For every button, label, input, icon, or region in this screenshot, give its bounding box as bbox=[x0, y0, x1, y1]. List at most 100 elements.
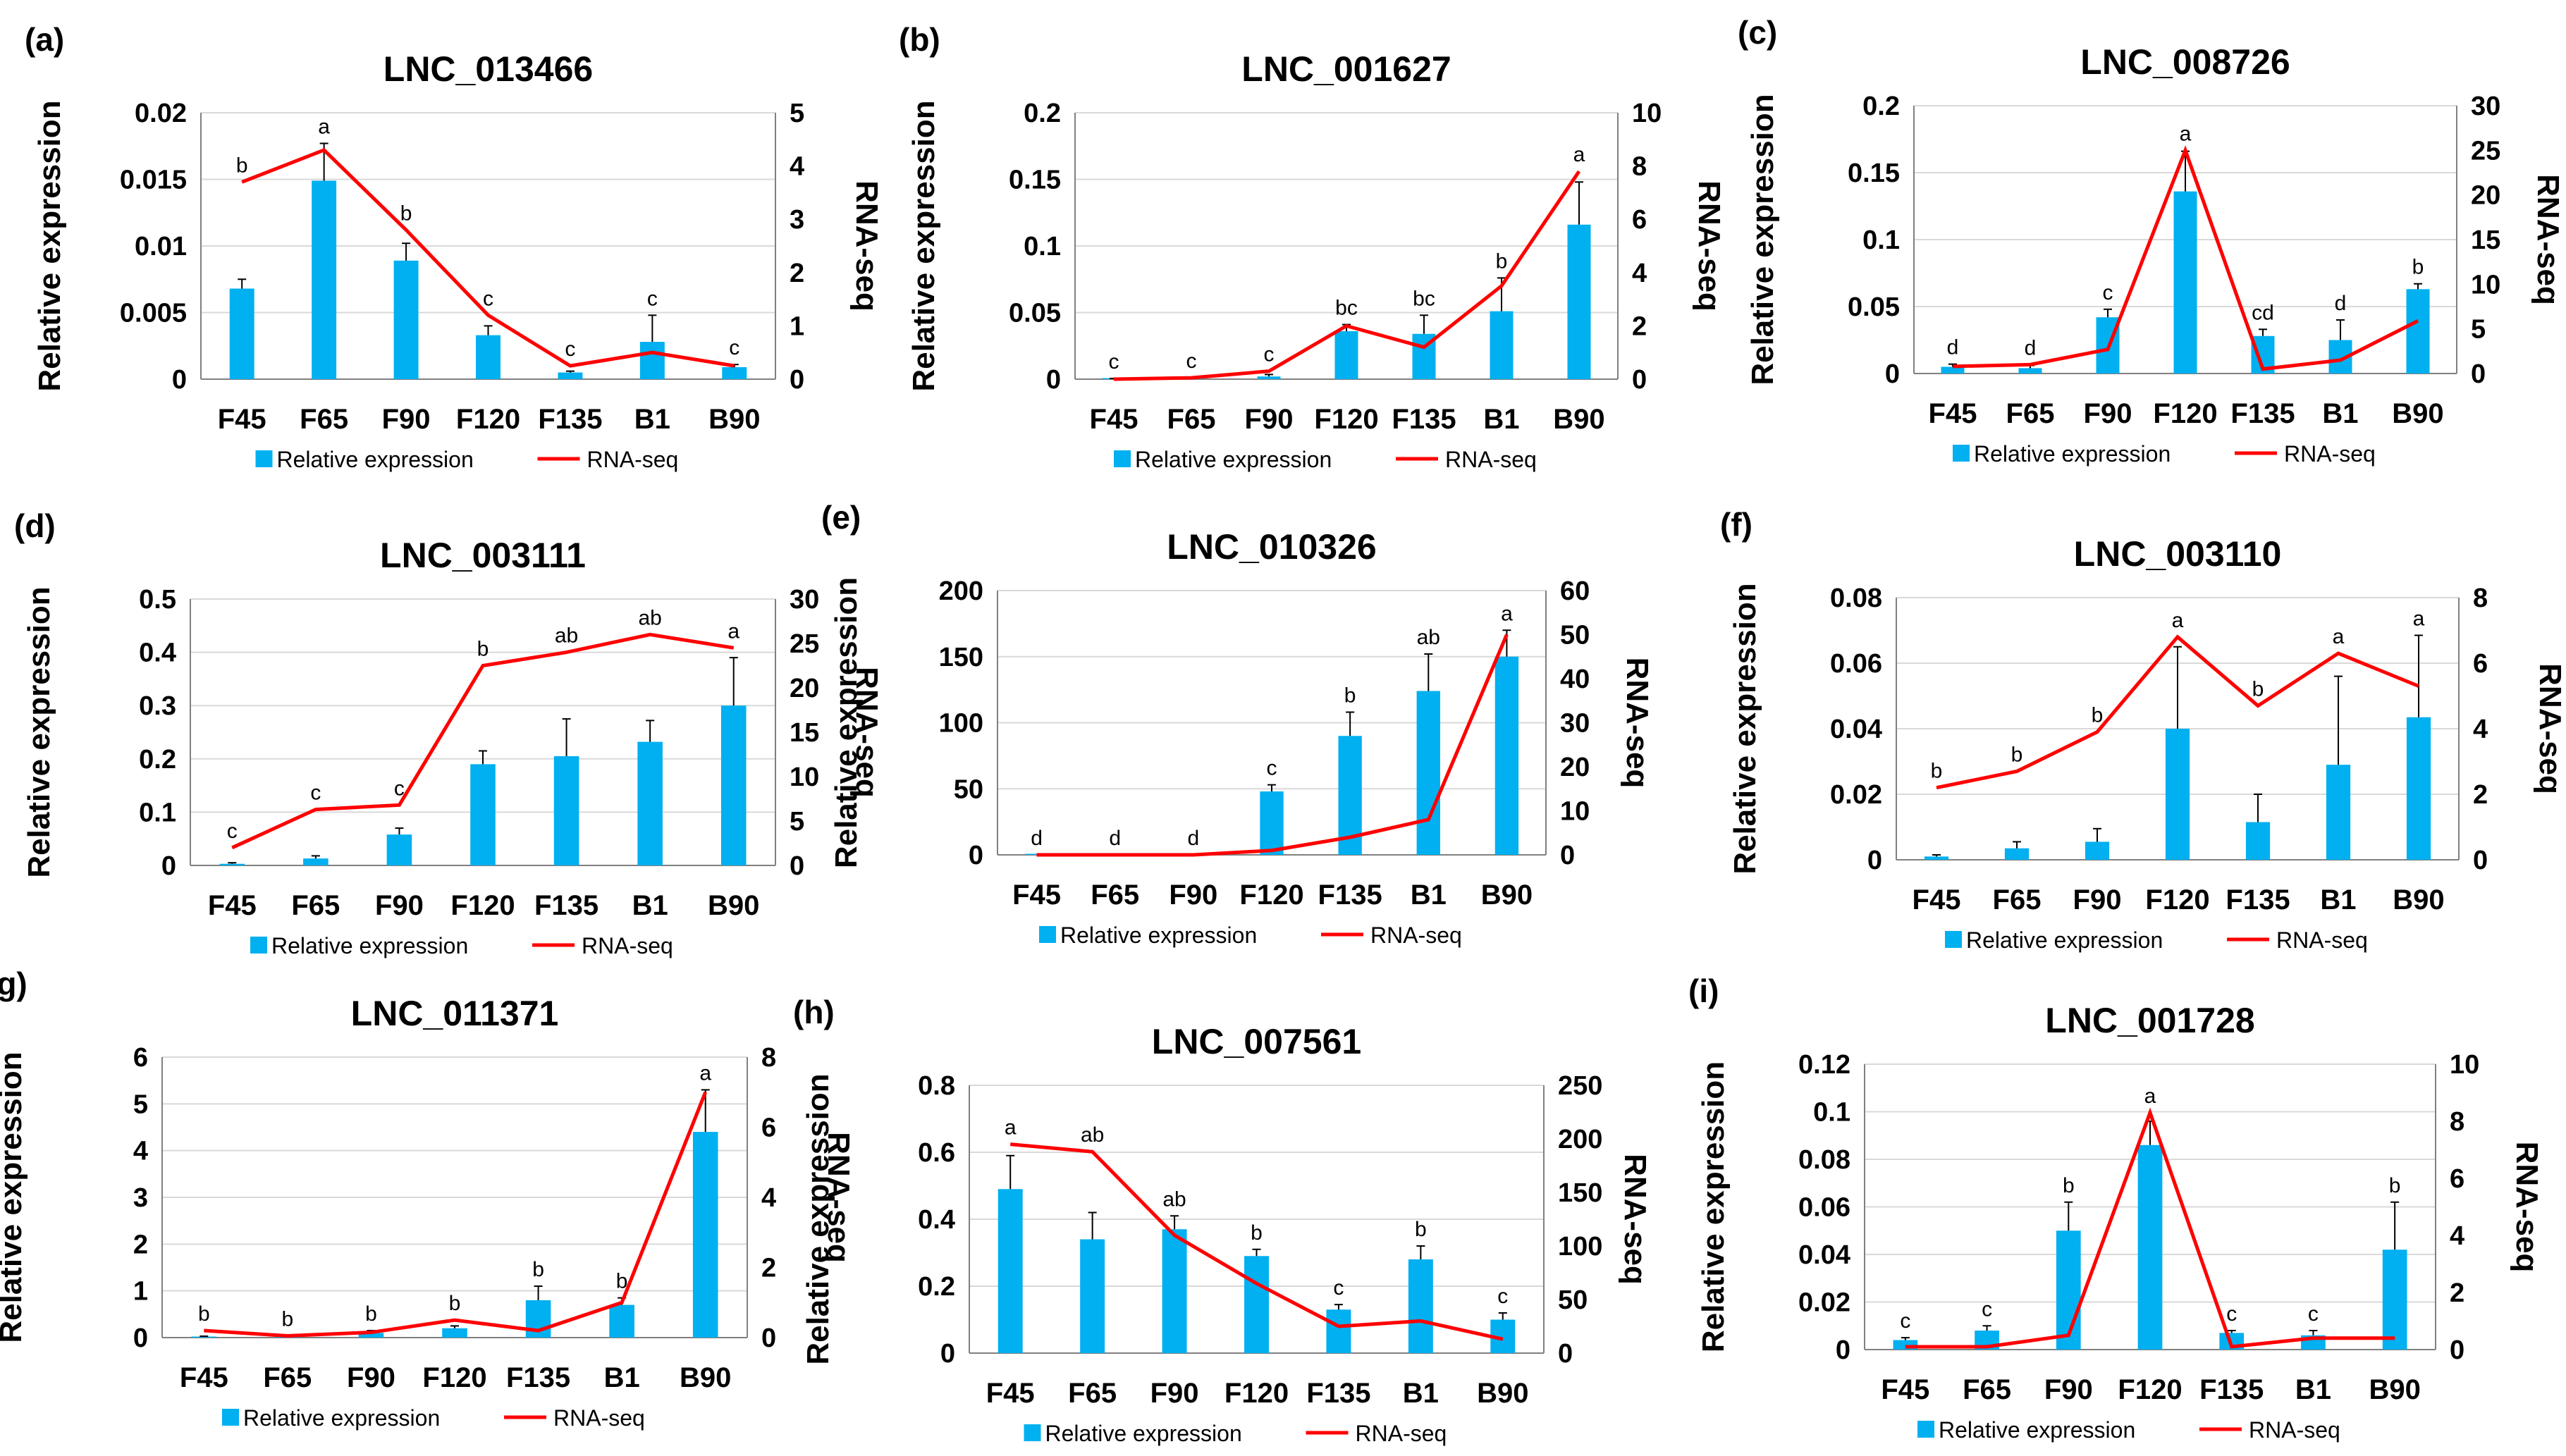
y-tick-label: 0 bbox=[172, 365, 187, 395]
x-tick-label: F90 bbox=[347, 1362, 395, 1393]
legend-bar-swatch bbox=[1945, 931, 1962, 948]
x-tick-label: F90 bbox=[375, 890, 424, 921]
x-tick-label: F90 bbox=[1169, 880, 1217, 911]
legend-bar-swatch bbox=[255, 450, 273, 467]
y-tick-label: 0.08 bbox=[1830, 584, 1882, 613]
bar bbox=[2137, 1145, 2163, 1350]
y-tick-label: 0 bbox=[1885, 359, 1900, 389]
y-tick-label: 5 bbox=[133, 1090, 148, 1119]
chart-title: LNC_003111 bbox=[380, 536, 586, 575]
x-tick-label: F45 bbox=[180, 1362, 228, 1393]
chart-panel: (a) LNC_013466 0 0.005 0.01 0.015 0.02 0 1 2 3 4 5 Re… bbox=[25, 21, 884, 472]
significance-letter: b bbox=[282, 1308, 294, 1331]
significance-letter: b bbox=[400, 202, 412, 225]
legend-bar-label: Relative expression bbox=[1060, 923, 1257, 948]
y-tick-label: 0.4 bbox=[139, 638, 176, 668]
panel-label: (h) bbox=[793, 994, 835, 1030]
legend-line-label: RNA-seq bbox=[1356, 1421, 1447, 1446]
y2-tick-label: 2 bbox=[761, 1254, 776, 1283]
x-tick-label: F135 bbox=[2230, 398, 2295, 429]
x-tick-label: B90 bbox=[680, 1362, 731, 1393]
significance-letter: b bbox=[2389, 1174, 2401, 1197]
chart-title: LNC_001728 bbox=[2045, 1001, 2254, 1040]
chart-panel: (e) LNC_010326 0 50 100 150 200 0 10 20 30 40 50 60 Re… bbox=[821, 499, 1655, 948]
y2-tick-label: 4 bbox=[761, 1183, 776, 1213]
y-tick-label: 1 bbox=[133, 1277, 148, 1307]
y2-tick-label: 10 bbox=[2471, 270, 2500, 300]
x-tick-label: F135 bbox=[506, 1362, 570, 1393]
bar bbox=[609, 1304, 634, 1338]
y-tick-label: 0.04 bbox=[1830, 715, 1882, 744]
chart-panel: (b) LNC_001627 0 0.05 0.1 0.15 0.2 0 2 4 6 8 10 Relat… bbox=[899, 21, 1726, 472]
y-axis-label: Relative expression bbox=[801, 1073, 835, 1364]
bar bbox=[1924, 856, 1949, 860]
significance-letter: a bbox=[1501, 602, 1513, 625]
legend-line-label: RNA-seq bbox=[587, 447, 679, 472]
y2-axis-label: RNA-seq bbox=[1692, 180, 1726, 311]
bar bbox=[722, 366, 747, 379]
rna-seq-line bbox=[1936, 634, 2419, 790]
legend-bar-swatch bbox=[1114, 450, 1131, 467]
x-tick-label: B90 bbox=[1477, 1378, 1528, 1409]
significance-letter: b bbox=[1931, 760, 1943, 783]
significance-letter: c bbox=[1267, 757, 1277, 780]
legend-bar-label: Relative expression bbox=[1045, 1421, 1242, 1446]
bar bbox=[997, 1189, 1023, 1353]
y2-tick-label: 25 bbox=[790, 629, 819, 659]
chart-panel: (h) LNC_007561 0 0.2 0.4 0.6 0.8 0 50 100 150 200 25… bbox=[793, 994, 1652, 1446]
legend-line-label: RNA-seq bbox=[2276, 927, 2368, 953]
bar bbox=[229, 288, 254, 379]
significance-letter: b bbox=[477, 638, 489, 661]
y2-tick-label: 8 bbox=[2450, 1107, 2464, 1137]
y2-tick-label: 0 bbox=[1632, 365, 1647, 395]
legend-bar-label: Relative expression bbox=[1939, 1417, 2135, 1443]
y2-tick-label: 4 bbox=[2473, 715, 2488, 744]
y2-tick-label: 50 bbox=[1558, 1285, 1588, 1315]
bar bbox=[1408, 1259, 1433, 1353]
significance-letter: a bbox=[2180, 122, 2192, 145]
y-tick-label: 0.06 bbox=[1830, 649, 1882, 679]
y2-tick-label: 0 bbox=[1560, 841, 1575, 870]
x-tick-label: F120 bbox=[450, 890, 515, 921]
legend-line-label: RNA-seq bbox=[582, 933, 673, 958]
x-tick-label: F90 bbox=[2073, 884, 2122, 915]
x-tick-label: B1 bbox=[632, 890, 668, 921]
significance-letter: b bbox=[365, 1302, 377, 1326]
y-tick-label: 0.08 bbox=[1798, 1145, 1850, 1175]
significance-letter: a bbox=[2144, 1085, 2156, 1108]
bar bbox=[1257, 376, 1281, 379]
legend-line-label: RNA-seq bbox=[1445, 447, 1537, 472]
panel-label: (f) bbox=[1720, 506, 1752, 543]
significance-letter: d bbox=[1109, 827, 1121, 850]
x-tick-label: B90 bbox=[2369, 1374, 2420, 1405]
significance-letter: c bbox=[1333, 1276, 1344, 1300]
x-tick-label: B1 bbox=[634, 404, 670, 435]
x-tick-label: B90 bbox=[2393, 884, 2444, 915]
y-tick-label: 0.01 bbox=[135, 232, 187, 261]
significance-letter: ab bbox=[1081, 1123, 1104, 1147]
significance-letter: c bbox=[483, 287, 493, 310]
y-tick-label: 0.1 bbox=[1024, 232, 1061, 261]
y-tick-label: 0 bbox=[161, 851, 176, 881]
y2-tick-label: 0 bbox=[2450, 1335, 2464, 1365]
y2-axis-label: RNA-seq bbox=[849, 667, 884, 798]
y-tick-label: 0.04 bbox=[1798, 1240, 1850, 1270]
x-tick-label: F135 bbox=[2199, 1374, 2264, 1405]
chart-title: LNC_003110 bbox=[2074, 534, 2282, 574]
bar bbox=[393, 260, 419, 379]
significance-letter: b bbox=[1415, 1218, 1427, 1241]
y-axis-label: Relative expression bbox=[829, 577, 864, 868]
y-tick-label: 0.05 bbox=[1848, 292, 1900, 322]
x-tick-label: F65 bbox=[1963, 1374, 2011, 1405]
y2-tick-label: 15 bbox=[790, 718, 819, 748]
y2-tick-label: 0 bbox=[790, 851, 804, 881]
chart-panel: (f) LNC_003110 0 0.02 0.04 0.06 0.08 0 2 4 6 8 Relat… bbox=[1720, 506, 2566, 953]
x-tick-label: F90 bbox=[2044, 1374, 2093, 1405]
significance-letter: c bbox=[2308, 1302, 2319, 1326]
x-tick-label: F135 bbox=[1318, 880, 1382, 911]
legend-bar-swatch bbox=[1024, 1424, 1041, 1441]
bar bbox=[312, 180, 337, 379]
bar bbox=[2004, 848, 2030, 860]
bar bbox=[358, 1333, 384, 1338]
significance-letter: c bbox=[729, 336, 739, 359]
